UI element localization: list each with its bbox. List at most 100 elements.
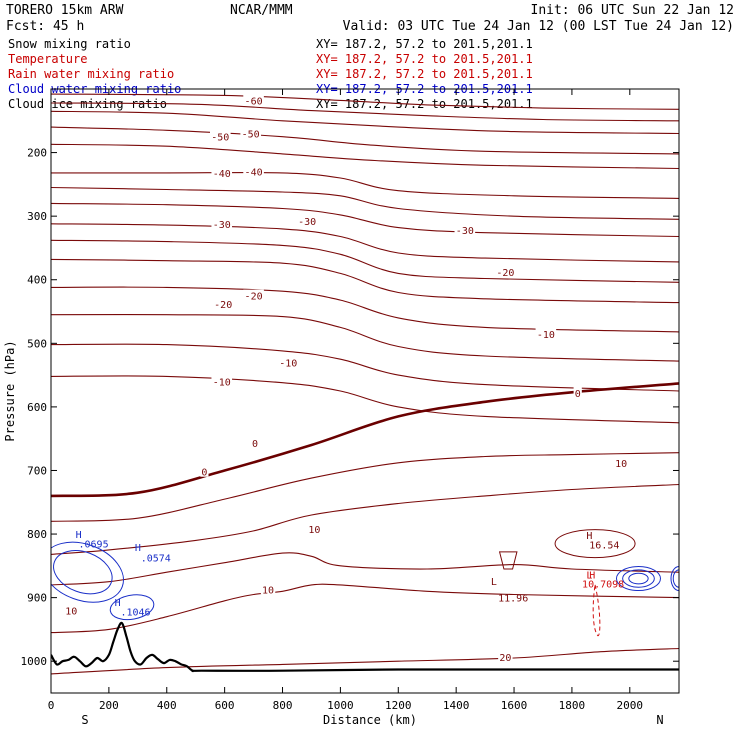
isotherm-line: [51, 223, 679, 263]
x-tick-label: 1800: [559, 699, 586, 712]
cloud-extreme-label: .1046: [120, 607, 150, 618]
y-tick-label: 600: [27, 401, 47, 414]
isotherm-line: [51, 171, 679, 199]
terrain-line: [51, 621, 679, 673]
chart-header: TORERO 15km ARW NCAR/MMM Init: 06 UTC Su…: [6, 3, 734, 34]
field-name: Temperature: [8, 52, 87, 66]
x-tick-label: 1200: [385, 699, 412, 712]
rain-extreme-label: L: [586, 571, 592, 582]
field-name: Rain water mixing ratio: [8, 67, 174, 81]
isotherm-label: -50: [211, 133, 229, 144]
isotherm-closed: [554, 529, 636, 559]
field-xy: XY= 187.2, 57.2 to 201.5,201.1: [316, 37, 533, 51]
temperature-extreme-label: L: [491, 577, 497, 588]
field-xy: XY= 187.2, 57.2 to 201.5,201.1: [316, 52, 533, 66]
isotherm-label: -30: [213, 220, 231, 231]
cloud-contour: [615, 566, 661, 592]
x-tick-label: 800: [273, 699, 293, 712]
cloud-contour: [53, 550, 113, 595]
y-tick-label: 500: [27, 337, 47, 350]
field-xy: XY= 187.2, 57.2 to 201.5,201.1: [316, 67, 533, 81]
isotherm-line: [51, 239, 679, 283]
isotherm-line: [51, 483, 679, 555]
isotherm-label: 10: [262, 585, 274, 596]
isotherm-label: -20: [496, 268, 514, 279]
isotherm-line: [51, 314, 679, 362]
x-tick-label: 600: [215, 699, 235, 712]
y-tick-label: 200: [27, 147, 47, 160]
cloud-contour: [109, 594, 155, 621]
field-list: Snow mixing ratio XY= 187.2, 57.2 to 201.…: [8, 37, 533, 111]
isotherm-label: -30: [456, 226, 474, 237]
isotherm-label: 10: [308, 525, 320, 536]
cloud-extreme-label: H: [135, 543, 141, 554]
cloud-extreme-label: .0695: [78, 539, 108, 550]
x-axis-label: Distance (km): [323, 713, 417, 727]
isotherm-line: [51, 647, 679, 675]
rain-extreme-label: H: [589, 571, 595, 582]
isotherm-line: [51, 452, 679, 522]
isotherm-line: [51, 552, 679, 586]
field-name: Cloud ice mixing ratio: [8, 97, 167, 111]
isotherm-label: -30: [298, 217, 316, 228]
cloud-contour: [628, 572, 649, 585]
isotherm-label: 20: [499, 653, 511, 664]
y-axis-label: Pressure (hPa): [3, 340, 17, 441]
forecast-hour: Fcst: 45 h: [6, 19, 84, 34]
x-tick-label: 1400: [443, 699, 470, 712]
cloud-extreme-label: .0574: [141, 553, 171, 564]
temperature-extreme-label: 16.54: [589, 541, 619, 552]
isotherm-line: [51, 286, 679, 333]
isotherm-line: [51, 186, 679, 220]
x-tick-label: 1000: [327, 699, 354, 712]
isotherm-line: [51, 583, 679, 634]
cloud-contour: [670, 566, 679, 592]
south-label: S: [81, 713, 88, 727]
isotherm-label: -40: [245, 168, 263, 179]
isotherm-line: [51, 143, 679, 170]
isotherm-label: -10: [279, 358, 297, 369]
isotherm-label: -10: [213, 377, 231, 388]
field-xy: XY= 187.2, 57.2 to 201.5,201.1: [316, 97, 533, 111]
isotherm-label: -20: [245, 292, 263, 303]
cloud-extreme-label: H: [115, 598, 121, 609]
center-title: NCAR/MMM: [230, 3, 293, 18]
field-name: Snow mixing ratio: [8, 37, 131, 51]
x-tick-label: 1600: [501, 699, 528, 712]
isotherm-line: [51, 102, 679, 122]
isotherm-line: [51, 375, 679, 424]
y-tick-label: 400: [27, 274, 47, 287]
isotherm-line: [51, 126, 679, 155]
cloud-contour: [622, 569, 655, 588]
rain-contour: [592, 584, 601, 637]
valid-time: Valid: 03 UTC Tue 24 Jan 12 (00 LST Tue …: [343, 19, 734, 34]
y-tick-label: 900: [27, 592, 47, 605]
temperature-extreme-label: 11.96: [498, 593, 528, 604]
init-time: Init: 06 UTC Sun 22 Jan 12: [531, 3, 735, 18]
isotherm-label: 0: [575, 389, 581, 400]
isotherm-line: [51, 258, 679, 304]
cloud-extreme-label: H: [76, 530, 82, 541]
isotherm-label: -40: [213, 169, 231, 180]
y-tick-label: 800: [27, 528, 47, 541]
x-tick-label: 400: [157, 699, 177, 712]
isotherm-label: -20: [214, 300, 232, 311]
isotherm-label: -10: [537, 330, 555, 341]
rain-extreme-label: 10.7098: [582, 579, 624, 590]
isotherm-label: 0: [201, 468, 207, 479]
isotherm-line: [51, 110, 679, 135]
isotherm-line: [51, 93, 679, 110]
isotherm-label: -60: [245, 96, 263, 107]
isotherm-closed: [498, 551, 518, 570]
plot-frame: [50, 88, 680, 694]
temperature-extreme-label: H: [586, 531, 592, 542]
y-tick-label: 300: [27, 210, 47, 223]
isotherm-label: -50: [242, 130, 260, 141]
isotherm-label: 10: [615, 459, 627, 470]
x-tick-label: 0: [48, 699, 55, 712]
isotherm-label: 10: [65, 606, 77, 617]
cloud-contour: [51, 541, 124, 603]
isotherm-line: [51, 343, 679, 392]
isotherm-line: [51, 382, 679, 498]
